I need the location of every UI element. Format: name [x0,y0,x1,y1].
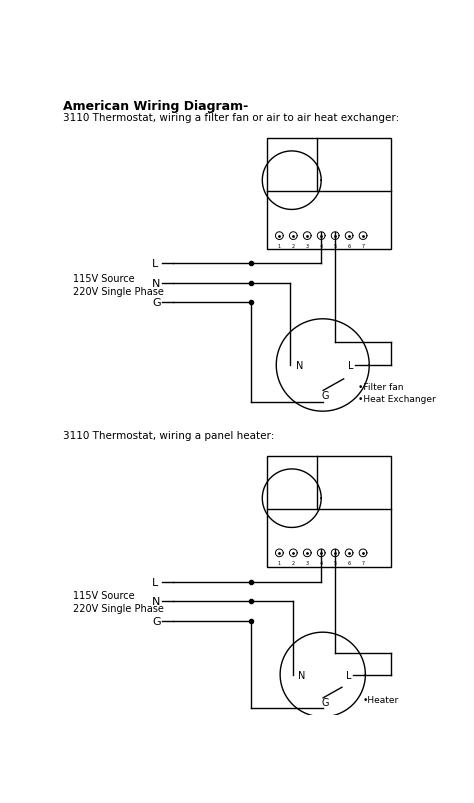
Text: G: G [321,390,329,401]
Text: 4: 4 [319,243,323,248]
Text: 1: 1 [278,243,281,248]
Text: N: N [152,279,161,288]
Text: 3110 Thermostat, wiring a panel heater:: 3110 Thermostat, wiring a panel heater: [63,431,274,441]
Text: 115V Source
220V Single Phase: 115V Source 220V Single Phase [73,590,164,613]
Text: 7: 7 [362,560,365,565]
Text: 2: 2 [292,560,295,565]
Text: G: G [152,297,161,308]
Text: 7: 7 [362,243,365,248]
Text: •Filter fan: •Filter fan [357,382,403,392]
Text: N: N [152,597,161,606]
Text: L: L [152,259,158,269]
Text: N: N [298,670,305,679]
Text: G: G [152,616,161,626]
Text: 3: 3 [306,243,309,248]
Bar [267,456,391,568]
Text: L: L [346,670,351,679]
Text: American Wiring Diagram-: American Wiring Diagram- [63,100,248,113]
Text: 1: 1 [278,560,281,565]
Text: 3: 3 [306,560,309,565]
Text: 115V Source
220V Single Phase: 115V Source 220V Single Phase [73,273,164,296]
Text: •Heat Exchanger: •Heat Exchanger [357,394,436,403]
Text: 3110 Thermostat, wiring a filter fan or air to air heat exchanger:: 3110 Thermostat, wiring a filter fan or … [63,113,400,124]
Text: 5: 5 [334,560,337,565]
Text: •Heater: •Heater [363,695,399,704]
Text: G: G [321,697,328,707]
Text: 5: 5 [334,243,337,248]
Text: L: L [348,361,354,370]
Bar [267,139,391,251]
Text: 6: 6 [347,243,351,248]
Text: 4: 4 [319,560,323,565]
Text: 6: 6 [347,560,351,565]
Text: 2: 2 [292,243,295,248]
Text: N: N [296,361,303,370]
Text: L: L [152,577,158,587]
